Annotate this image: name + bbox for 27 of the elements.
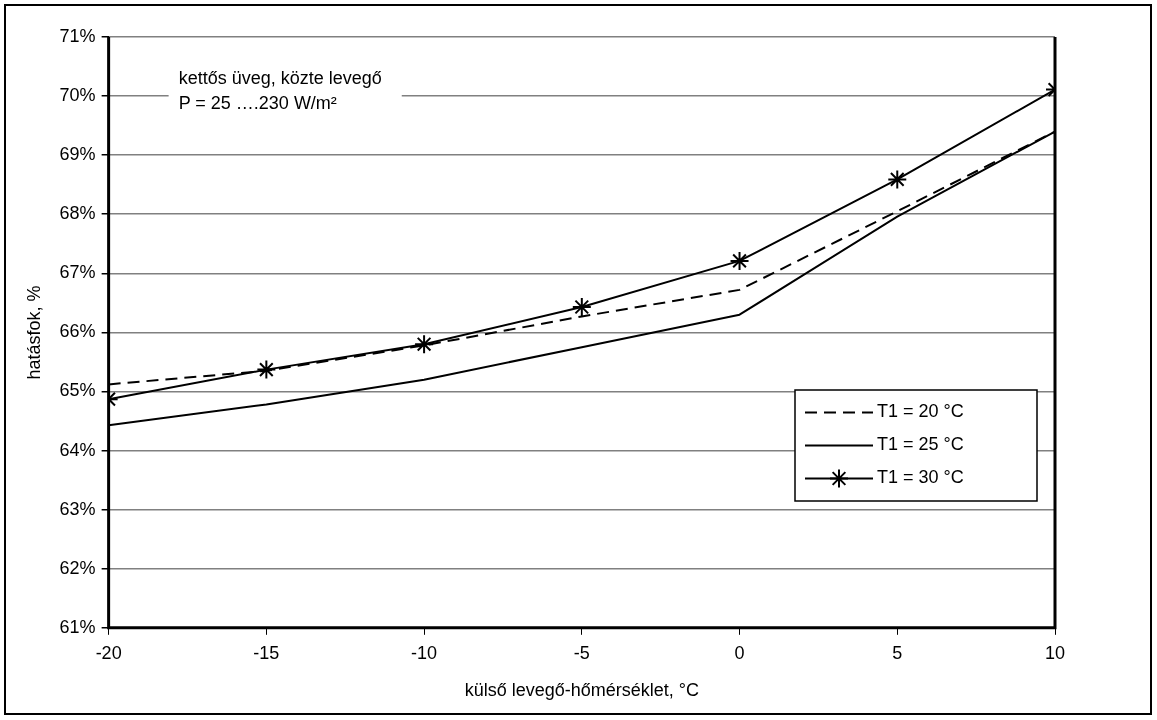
x-axis-title: külső levegő-hőmérséklet, °C (464, 680, 699, 701)
point (571, 297, 592, 317)
y-tick-label: 68% (59, 203, 96, 224)
y-tick-label: 62% (59, 557, 96, 578)
y-tick-label: 64% (59, 439, 96, 460)
x-tick-label: 10 (1044, 642, 1066, 663)
x-tick-label: 0 (734, 642, 745, 663)
point (729, 250, 750, 271)
y-tick-label: 66% (59, 321, 96, 342)
y-tick-label: 71% (59, 25, 96, 46)
annotation: P = 25 ….230 W/m² (178, 92, 337, 113)
y-axis-title: hatásfok, % (23, 285, 44, 380)
x-tick-label: -20 (95, 642, 122, 663)
y-tick-label: 61% (59, 616, 96, 637)
y-tick-label: 70% (59, 85, 96, 106)
y-tick-label: 65% (59, 380, 96, 401)
y-tick-label: 69% (59, 144, 96, 165)
annotation: kettős üveg, közte levegő (178, 67, 382, 88)
legend-label: T1 = 30 °C (877, 467, 964, 488)
y-tick-label: 63% (59, 498, 96, 519)
x-tick-label: -5 (573, 642, 590, 663)
legend-label: T1 = 25 °C (877, 434, 964, 455)
legend-label: T1 = 20 °C (877, 401, 964, 422)
x-tick-label: -10 (411, 642, 438, 663)
y-tick-label: 67% (59, 262, 96, 283)
x-tick-label: -15 (253, 642, 280, 663)
x-tick-label: 5 (892, 642, 903, 663)
